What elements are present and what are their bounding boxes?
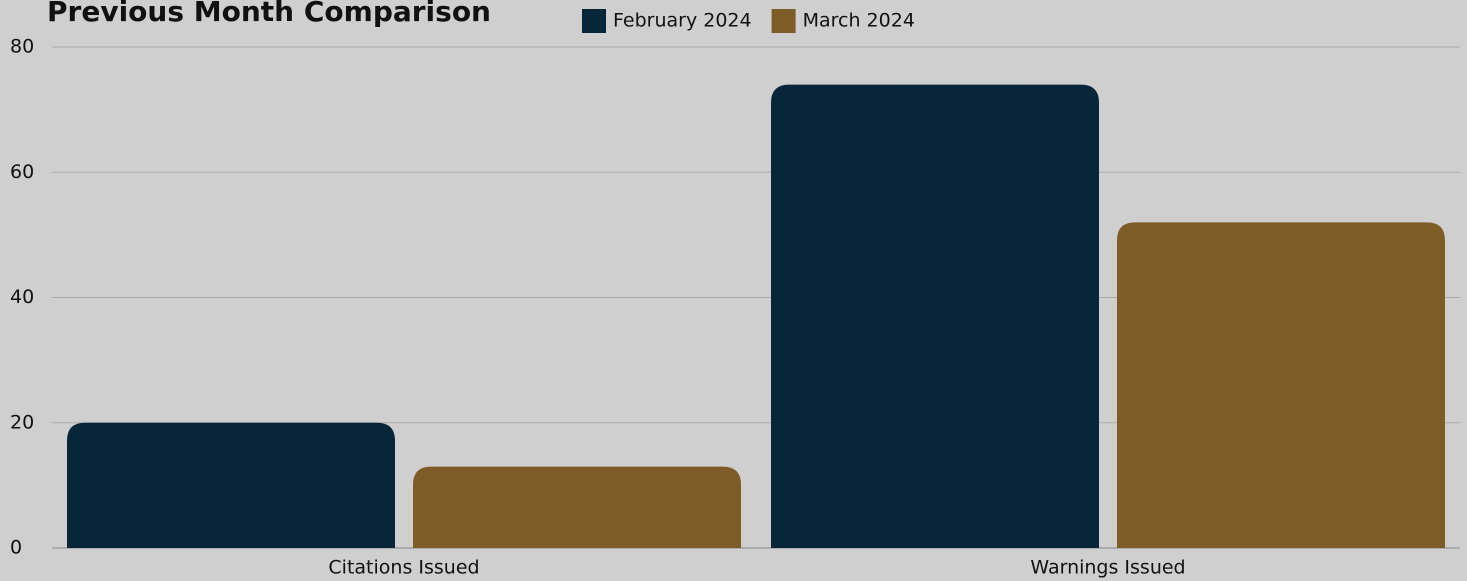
legend-label: March 2024 <box>803 10 915 32</box>
y-tick-label: 20 <box>10 411 34 433</box>
x-tick-label: Warnings Issued <box>1030 557 1185 579</box>
bar <box>771 84 1099 548</box>
y-tick-label: 0 <box>10 537 22 559</box>
bar <box>1117 222 1445 548</box>
y-tick-label: 60 <box>10 161 34 183</box>
legend-swatch <box>771 9 796 33</box>
bar <box>67 422 395 548</box>
y-tick-label: 40 <box>10 286 34 308</box>
legend-label: February 2024 <box>613 10 752 32</box>
bar <box>413 466 741 548</box>
legend-swatch <box>582 9 606 33</box>
chart-title: Previous Month Comparison <box>47 0 491 28</box>
y-tick-label: 80 <box>10 36 34 58</box>
x-tick-label: Citations Issued <box>328 557 479 579</box>
